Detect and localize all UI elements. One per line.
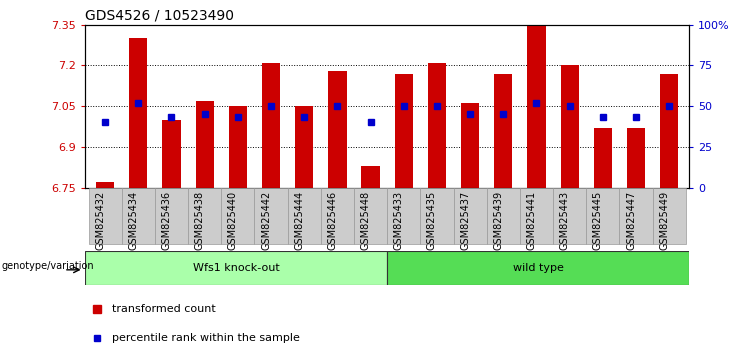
Bar [428, 63, 446, 188]
Bar [229, 106, 247, 188]
Text: GSM825442: GSM825442 [261, 190, 271, 250]
FancyBboxPatch shape [254, 188, 288, 244]
FancyBboxPatch shape [122, 188, 155, 244]
Text: GDS4526 / 10523490: GDS4526 / 10523490 [85, 8, 234, 22]
Bar [494, 74, 513, 188]
Text: GSM825449: GSM825449 [659, 190, 669, 250]
FancyBboxPatch shape [619, 188, 653, 244]
FancyBboxPatch shape [85, 251, 387, 285]
Text: percentile rank within the sample: percentile rank within the sample [113, 333, 300, 343]
Bar [594, 128, 612, 188]
Bar [528, 25, 545, 188]
Text: GSM825444: GSM825444 [294, 190, 305, 250]
FancyBboxPatch shape [420, 188, 453, 244]
Text: GSM825438: GSM825438 [195, 190, 205, 250]
Bar [328, 71, 347, 188]
Bar [129, 38, 147, 188]
Text: GSM825434: GSM825434 [128, 190, 139, 250]
Text: GSM825440: GSM825440 [227, 190, 238, 250]
Text: GSM825448: GSM825448 [361, 190, 370, 250]
Bar [461, 103, 479, 188]
Text: Wfs1 knock-out: Wfs1 knock-out [193, 263, 279, 273]
Text: GSM825435: GSM825435 [427, 190, 437, 250]
Text: GSM825441: GSM825441 [527, 190, 536, 250]
FancyBboxPatch shape [553, 188, 586, 244]
FancyBboxPatch shape [222, 188, 254, 244]
FancyBboxPatch shape [453, 188, 487, 244]
FancyBboxPatch shape [288, 188, 321, 244]
Text: wild type: wild type [513, 263, 564, 273]
Bar [560, 65, 579, 188]
FancyBboxPatch shape [653, 188, 686, 244]
Bar [262, 63, 280, 188]
Text: GSM825439: GSM825439 [494, 190, 503, 250]
FancyBboxPatch shape [155, 188, 188, 244]
Bar [660, 74, 678, 188]
Text: transformed count: transformed count [113, 304, 216, 314]
FancyBboxPatch shape [487, 188, 520, 244]
Text: GSM825445: GSM825445 [593, 190, 603, 250]
Text: GSM825436: GSM825436 [162, 190, 171, 250]
Bar [627, 128, 645, 188]
FancyBboxPatch shape [387, 251, 689, 285]
Text: GSM825433: GSM825433 [393, 190, 404, 250]
Bar [295, 106, 313, 188]
Text: GSM825447: GSM825447 [626, 190, 636, 250]
Bar [362, 166, 379, 188]
FancyBboxPatch shape [88, 188, 122, 244]
Bar [96, 182, 114, 188]
Bar [395, 74, 413, 188]
FancyBboxPatch shape [188, 188, 222, 244]
Text: GSM825437: GSM825437 [460, 190, 470, 250]
Text: GSM825432: GSM825432 [95, 190, 105, 250]
Text: genotype/variation: genotype/variation [1, 262, 94, 272]
Bar [162, 120, 181, 188]
FancyBboxPatch shape [354, 188, 387, 244]
Bar [196, 101, 214, 188]
FancyBboxPatch shape [586, 188, 619, 244]
FancyBboxPatch shape [520, 188, 553, 244]
Text: GSM825443: GSM825443 [559, 190, 570, 250]
FancyBboxPatch shape [387, 188, 420, 244]
FancyBboxPatch shape [321, 188, 354, 244]
Text: GSM825446: GSM825446 [328, 190, 337, 250]
